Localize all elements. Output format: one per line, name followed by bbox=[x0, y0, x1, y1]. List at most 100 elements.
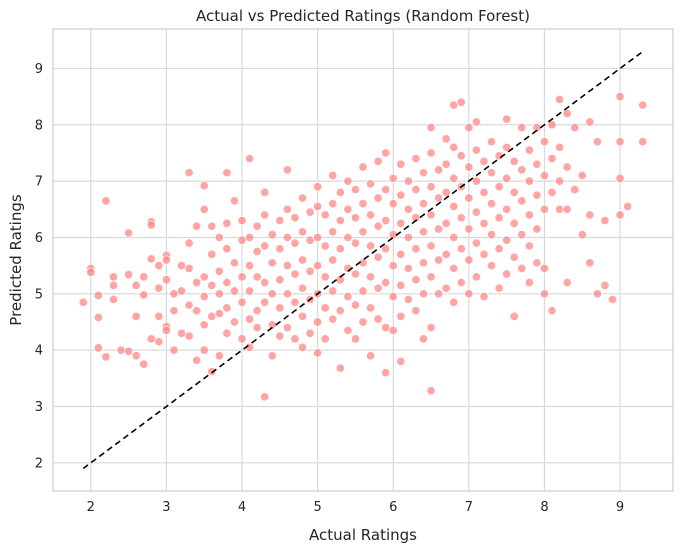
data-point bbox=[328, 286, 338, 296]
data-point bbox=[184, 168, 194, 178]
x-tick-label: 9 bbox=[616, 500, 624, 515]
x-tick-label: 3 bbox=[162, 500, 170, 515]
data-point bbox=[101, 352, 111, 362]
data-point bbox=[396, 311, 406, 321]
data-point bbox=[426, 182, 436, 192]
data-point bbox=[502, 142, 512, 152]
data-point bbox=[275, 275, 285, 285]
data-point bbox=[494, 244, 504, 254]
data-point bbox=[267, 289, 277, 299]
data-point bbox=[486, 230, 497, 240]
data-point bbox=[282, 232, 292, 243]
data-point bbox=[237, 216, 247, 226]
data-point bbox=[282, 261, 292, 271]
data-point bbox=[335, 244, 345, 254]
data-point bbox=[539, 289, 550, 299]
data-point bbox=[305, 328, 315, 338]
data-point bbox=[441, 283, 451, 293]
data-point bbox=[358, 286, 368, 296]
data-point bbox=[426, 386, 436, 396]
data-point bbox=[252, 306, 262, 316]
data-point bbox=[441, 218, 451, 228]
data-point bbox=[214, 351, 224, 361]
data-point bbox=[320, 303, 330, 313]
data-point bbox=[192, 277, 202, 288]
data-point bbox=[502, 235, 512, 245]
data-point bbox=[562, 108, 572, 119]
data-point bbox=[555, 94, 565, 104]
data-point bbox=[267, 230, 277, 240]
data-point bbox=[547, 306, 557, 316]
data-point bbox=[381, 323, 391, 333]
data-point bbox=[229, 196, 240, 206]
data-point bbox=[260, 277, 270, 288]
data-point bbox=[539, 204, 550, 214]
data-point bbox=[146, 254, 156, 264]
data-point bbox=[539, 137, 550, 147]
data-point bbox=[585, 210, 595, 220]
data-point bbox=[237, 272, 247, 282]
data-point bbox=[456, 151, 466, 161]
data-point bbox=[252, 246, 262, 257]
data-point bbox=[509, 156, 519, 166]
y-axis-label: Predicted Ratings bbox=[7, 194, 25, 326]
data-point bbox=[275, 303, 285, 313]
y-axis-ticks: 2 3 4 5 6 7 8 9 bbox=[35, 62, 43, 471]
data-point bbox=[154, 337, 164, 347]
y-tick-label: 8 bbox=[35, 118, 43, 133]
data-point bbox=[222, 218, 232, 228]
y-tick-label: 9 bbox=[35, 62, 43, 77]
data-point bbox=[411, 306, 421, 316]
chart-title: Actual vs Predicted Ratings (Random Fore… bbox=[196, 7, 530, 25]
data-point bbox=[131, 351, 141, 361]
data-point bbox=[418, 199, 429, 209]
data-point bbox=[222, 244, 232, 254]
data-point bbox=[199, 272, 209, 282]
data-point bbox=[176, 328, 187, 338]
data-point bbox=[343, 292, 353, 302]
data-point bbox=[343, 176, 353, 186]
data-point bbox=[313, 182, 323, 192]
data-point bbox=[600, 216, 610, 226]
data-point bbox=[547, 154, 557, 164]
data-point bbox=[78, 297, 88, 307]
data-point bbox=[328, 255, 338, 265]
data-point bbox=[328, 170, 338, 181]
data-point bbox=[260, 187, 270, 197]
data-point bbox=[335, 363, 345, 373]
data-point bbox=[328, 199, 338, 209]
data-point bbox=[547, 187, 557, 197]
data-point bbox=[381, 277, 391, 288]
data-point bbox=[101, 196, 111, 206]
data-point bbox=[245, 232, 255, 243]
x-tick-label: 4 bbox=[238, 500, 246, 515]
data-point bbox=[124, 346, 134, 356]
data-point bbox=[524, 145, 534, 155]
data-point bbox=[456, 97, 466, 107]
data-point bbox=[320, 272, 330, 282]
data-point bbox=[403, 294, 413, 304]
data-point bbox=[207, 221, 217, 231]
data-point bbox=[146, 220, 156, 230]
data-point bbox=[237, 334, 247, 344]
data-point bbox=[411, 244, 421, 254]
data-point bbox=[184, 331, 194, 341]
data-point bbox=[418, 289, 429, 299]
x-axis-label: Actual Ratings bbox=[309, 526, 417, 544]
data-point bbox=[373, 283, 383, 293]
data-point bbox=[350, 334, 360, 344]
data-point bbox=[600, 280, 610, 290]
data-point bbox=[388, 261, 398, 271]
x-tick-label: 7 bbox=[465, 500, 473, 515]
x-axis-ticks: 2 3 4 5 6 7 8 9 bbox=[87, 500, 625, 515]
x-tick-label: 8 bbox=[540, 500, 548, 515]
data-point bbox=[396, 190, 406, 200]
x-tick-label: 6 bbox=[389, 500, 397, 515]
data-point bbox=[524, 241, 534, 251]
data-point bbox=[539, 170, 550, 181]
data-point bbox=[381, 368, 391, 378]
data-point bbox=[411, 154, 421, 164]
data-point bbox=[381, 216, 391, 226]
data-point bbox=[350, 269, 360, 279]
data-point bbox=[207, 280, 217, 290]
